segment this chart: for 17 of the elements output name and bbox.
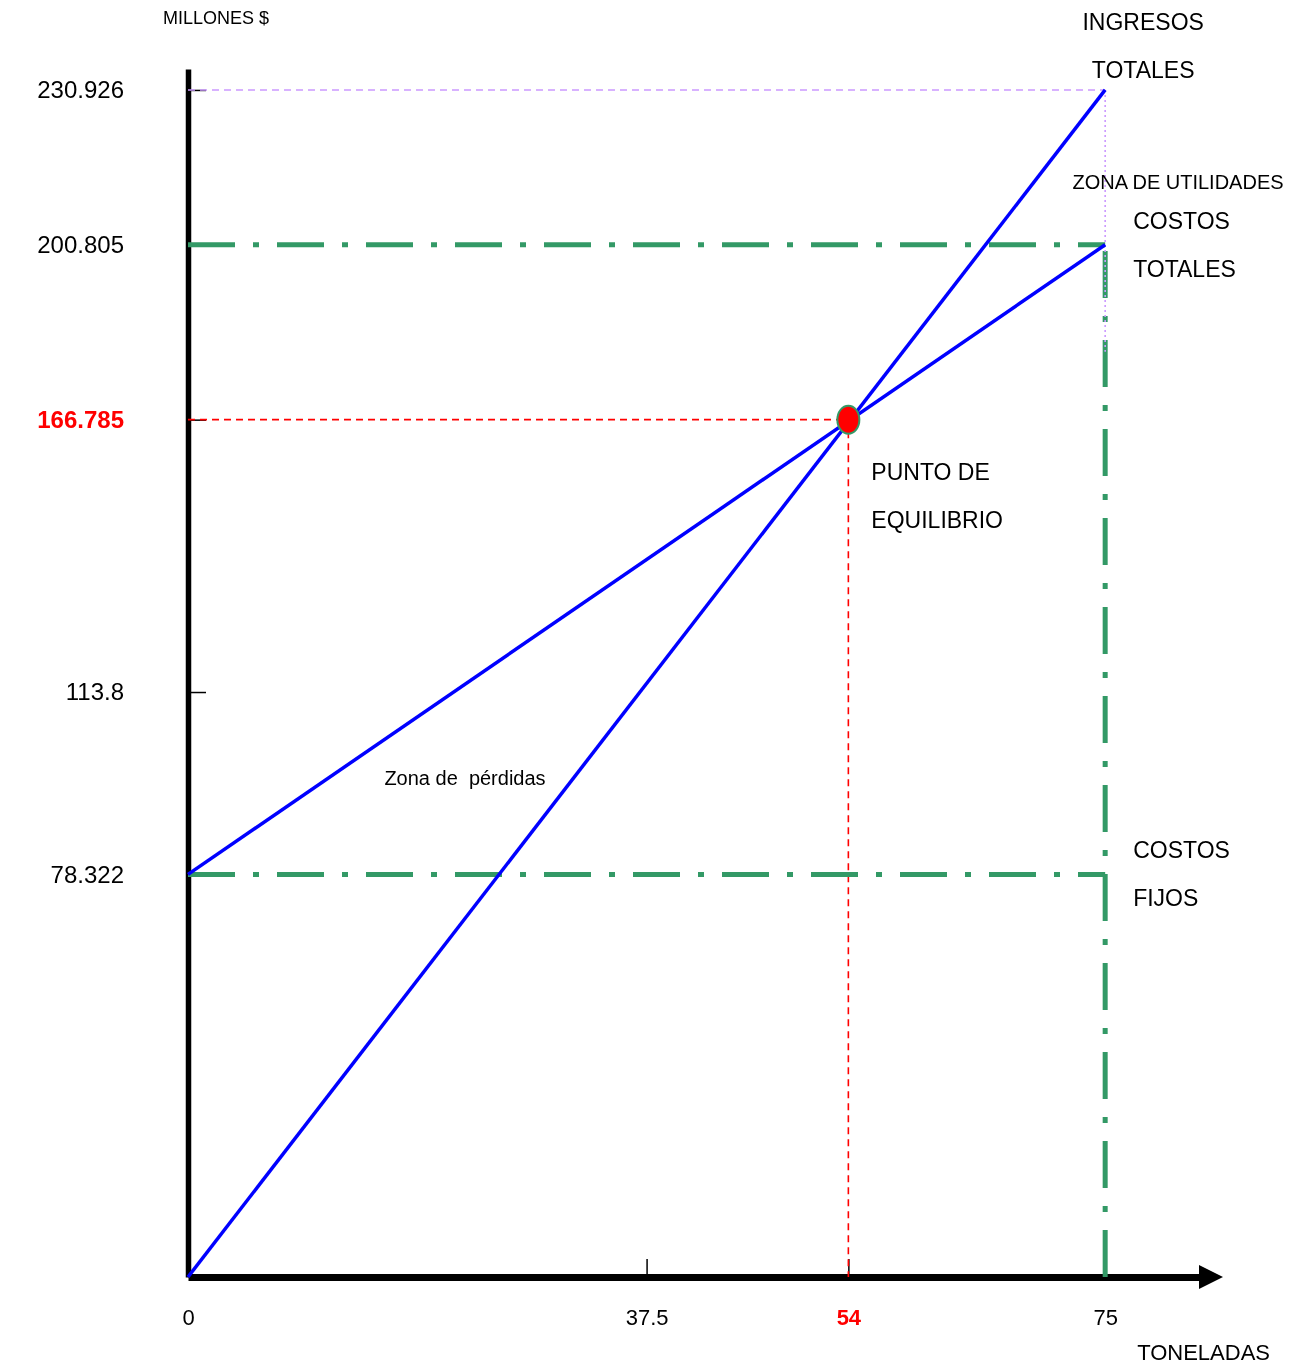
annotation: Zona de pérdidas <box>384 767 546 789</box>
y-tick-label: 230.926 <box>37 76 124 104</box>
x-tick-label: 37.5 <box>625 1304 669 1330</box>
series-label: PUNTO DE EQUILIBRIO <box>871 458 1004 533</box>
series-label: COSTOS FIJOS <box>1133 837 1230 912</box>
y-tick-label: 78.322 <box>50 860 124 888</box>
annotation: ZONA DE UTILIDADES <box>1072 171 1284 193</box>
y-tick-label: 200.805 <box>37 230 124 258</box>
y-axis-title: MILLONES $ <box>162 8 270 28</box>
y-tick-label: 113.8 <box>65 678 124 706</box>
series-label: INGRESOS TOTALES <box>1082 8 1204 83</box>
x-axis-title: TONELADAS <box>1137 1340 1270 1365</box>
x-tick-label: 75 <box>1093 1304 1118 1330</box>
x-tick-label: 0 <box>182 1304 195 1330</box>
series-label: COSTOS TOTALES <box>1133 207 1236 282</box>
y-tick-label: 166.785 <box>37 405 124 433</box>
x-tick-label: 54 <box>836 1304 862 1330</box>
